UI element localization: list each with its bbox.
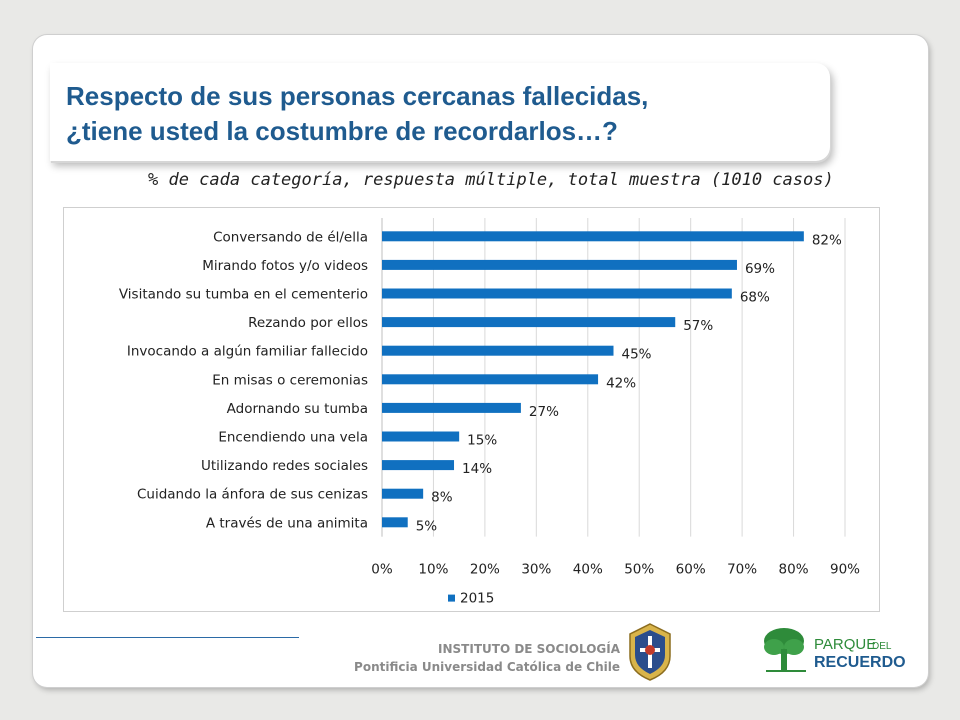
x-tick-label: 90% bbox=[830, 562, 860, 578]
value-label: 68% bbox=[740, 290, 770, 306]
category-label: Mirando fotos y/o videos bbox=[202, 258, 368, 274]
bar bbox=[382, 374, 599, 385]
x-tick-label: 30% bbox=[521, 562, 551, 578]
x-tick-label: 60% bbox=[676, 562, 706, 578]
category-label: Adornando su tumba bbox=[227, 401, 368, 417]
value-label: 42% bbox=[606, 375, 636, 391]
logo-text-parque: PARQUE bbox=[814, 636, 876, 653]
legend-swatch bbox=[448, 594, 455, 602]
page-title: Respecto de sus personas cercanas fallec… bbox=[66, 79, 816, 149]
value-label: 45% bbox=[622, 347, 652, 363]
category-label: A través de una animita bbox=[206, 515, 368, 531]
value-label: 8% bbox=[431, 490, 453, 506]
bar bbox=[382, 460, 455, 471]
category-label: Invocando a algún familiar fallecido bbox=[127, 344, 368, 360]
bar bbox=[382, 517, 408, 528]
institute-name: INSTITUTO DE SOCIOLOGÍA bbox=[438, 642, 620, 656]
chart-frame: Conversando de él/ella Mirando fotos y/o … bbox=[63, 207, 880, 612]
bar bbox=[382, 288, 732, 299]
category-label: En misas o ceremonias bbox=[212, 372, 368, 388]
institution-block: INSTITUTO DE SOCIOLOGÍA Pontificia Unive… bbox=[300, 640, 620, 676]
category-label: Conversando de él/ella bbox=[213, 229, 368, 245]
bars bbox=[382, 231, 804, 528]
x-tick-label: 20% bbox=[470, 562, 500, 578]
category-labels: Conversando de él/ella Mirando fotos y/o … bbox=[119, 229, 368, 531]
title-line-1: Respecto de sus personas cercanas fallec… bbox=[66, 81, 649, 111]
value-label: 69% bbox=[745, 261, 775, 277]
x-tick-labels: 0% 10% 20% 30% 40% 50% 60% 70% 80% 90% bbox=[371, 562, 860, 578]
value-label: 57% bbox=[683, 318, 713, 334]
value-label: 27% bbox=[529, 404, 559, 420]
value-label: 5% bbox=[416, 518, 438, 534]
value-label: 14% bbox=[462, 461, 492, 477]
bar bbox=[382, 345, 614, 356]
university-name: Pontificia Universidad Católica de Chile bbox=[354, 660, 620, 674]
category-label: Rezando por ellos bbox=[248, 315, 368, 331]
bar bbox=[382, 231, 804, 242]
title-box bbox=[50, 63, 830, 161]
legend-label: 2015 bbox=[460, 591, 494, 607]
x-tick-label: 50% bbox=[624, 562, 654, 578]
bar bbox=[382, 402, 521, 413]
footer-divider bbox=[36, 637, 299, 638]
x-tick-label: 80% bbox=[779, 562, 809, 578]
bar bbox=[382, 317, 676, 328]
bar bbox=[382, 431, 460, 442]
x-tick-label: 10% bbox=[418, 562, 448, 578]
logo-text-del: DEL bbox=[872, 641, 892, 652]
bar bbox=[382, 259, 737, 270]
bar bbox=[382, 488, 424, 499]
x-tick-label: 40% bbox=[573, 562, 603, 578]
category-label: Cuidando la ánfora de sus cenizas bbox=[137, 487, 368, 503]
category-label: Utilizando redes sociales bbox=[201, 458, 368, 474]
value-label: 82% bbox=[812, 232, 842, 248]
category-label: Visitando su tumba en el cementerio bbox=[119, 287, 368, 303]
x-tick-label: 0% bbox=[371, 562, 393, 578]
parque-del-recuerdo-logo: PARQUE DEL RECUERDO bbox=[764, 628, 906, 672]
category-label: Encendiendo una vela bbox=[218, 430, 368, 446]
chart-subtitle: % de cada categoría, respuesta múltiple,… bbox=[148, 170, 834, 190]
logo-text-recuerdo: RECUERDO bbox=[814, 654, 906, 671]
value-labels: 82% 69% 68% 57% 45% 42% 27% 15% 14% 8% 5% bbox=[416, 232, 842, 534]
legend: 2015 bbox=[448, 591, 494, 607]
title-line-2: ¿tiene usted la costumbre de recordarlos… bbox=[66, 116, 618, 146]
x-tick-label: 70% bbox=[727, 562, 757, 578]
bar-chart: Conversando de él/ella Mirando fotos y/o … bbox=[119, 218, 860, 607]
university-seal-icon bbox=[629, 623, 671, 681]
value-label: 15% bbox=[467, 433, 497, 449]
